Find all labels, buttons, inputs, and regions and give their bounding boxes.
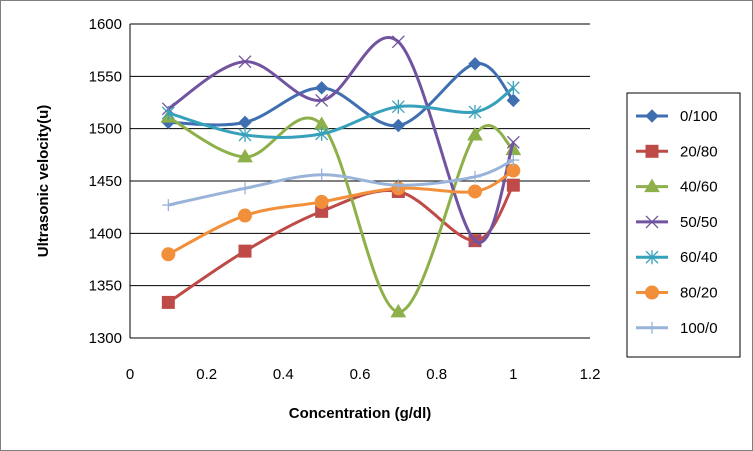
data-point — [238, 127, 252, 142]
data-point — [238, 115, 252, 130]
legend-item: 40/60 — [636, 179, 718, 196]
legend-label: 50/50 — [680, 214, 718, 231]
data-point — [391, 99, 405, 114]
legend-marker — [644, 178, 660, 193]
tick-labels: 1300 1350 1400 1450 1500 1550 1600 0 0.2 0.4 0.6 0.… — [89, 16, 601, 383]
x-tick-label: 1 — [509, 366, 517, 383]
data-point — [237, 148, 253, 163]
legend-marker — [645, 215, 659, 229]
data-point — [315, 168, 328, 181]
data-point — [391, 118, 406, 133]
data-point — [507, 154, 520, 167]
data-point — [162, 199, 175, 212]
data-point — [468, 57, 482, 71]
data-point — [392, 179, 405, 192]
data-point — [468, 234, 482, 248]
y-tick-label: 1350 — [89, 278, 122, 295]
y-tick-label: 1550 — [89, 68, 122, 85]
y-tick-label: 1500 — [89, 121, 122, 138]
x-tick-label: 0.6 — [350, 366, 371, 383]
data-point — [468, 104, 482, 119]
data-point — [238, 244, 252, 258]
data-point — [161, 105, 175, 120]
data-point — [315, 93, 329, 107]
legend-box — [626, 92, 741, 358]
series-line — [168, 62, 515, 128]
data-point — [161, 295, 175, 309]
data-point — [506, 178, 520, 192]
data-point — [506, 135, 520, 149]
x-tick-label: 0.8 — [426, 366, 447, 383]
data-point — [314, 194, 329, 209]
marker-stroke — [315, 93, 329, 107]
axes — [129, 24, 590, 339]
legend: 0/100 20/80 40/60 50/50 60/40 80/20 100/0 — [626, 92, 741, 358]
series-60-40 — [161, 80, 520, 142]
data-point — [469, 170, 481, 183]
x-tick-label: 0 — [126, 366, 134, 383]
series-layer — [160, 35, 522, 318]
data-point — [391, 35, 405, 49]
y-axis-title: Ultrasonic velocity(u) — [35, 105, 52, 258]
legend-marker — [646, 321, 658, 334]
series-0-100 — [161, 57, 521, 133]
marker-stroke — [645, 215, 659, 229]
data-point — [314, 81, 329, 95]
data-point — [506, 80, 520, 95]
x-axis-title: Concentration (g/dl) — [289, 405, 432, 422]
series-line — [167, 184, 515, 304]
legend-item: 0/100 — [636, 108, 718, 125]
legend-item: 50/50 — [636, 214, 718, 231]
data-point — [239, 182, 251, 195]
data-point — [467, 126, 483, 141]
y-tick-label: 1400 — [89, 225, 122, 242]
y-tick-label: 1450 — [89, 173, 122, 190]
legend-label: 0/100 — [680, 108, 718, 125]
legend-item: 80/20 — [636, 285, 718, 302]
legend-item: 60/40 — [636, 249, 718, 266]
legend-label: 60/40 — [680, 249, 718, 266]
marker-stroke — [468, 234, 482, 248]
data-point — [390, 303, 407, 318]
legend-marker — [645, 144, 659, 158]
legend-marker — [645, 285, 659, 300]
legend-label: 40/60 — [680, 179, 718, 196]
data-point — [238, 55, 252, 69]
legend-label: 20/80 — [680, 143, 718, 160]
data-point — [315, 126, 329, 141]
marker-stroke — [506, 135, 520, 149]
legend-label: 100/0 — [680, 320, 718, 337]
series-line — [167, 36, 515, 245]
marker-stroke — [391, 35, 405, 49]
marker-stroke — [238, 55, 252, 69]
data-point — [506, 93, 521, 108]
series-100-0 — [162, 154, 520, 212]
x-tick-label: 0.2 — [196, 366, 217, 383]
legend-item: 100/0 — [636, 320, 718, 337]
x-tick-label: 1.2 — [580, 366, 601, 383]
data-point — [468, 184, 482, 199]
x-tick-label: 0.4 — [273, 366, 294, 383]
legend-item: 20/80 — [636, 143, 718, 160]
legend-marker — [645, 250, 659, 265]
data-point — [238, 208, 252, 223]
y-tick-label: 1600 — [89, 16, 122, 33]
y-tick-label: 1300 — [89, 330, 122, 347]
data-point — [161, 247, 176, 262]
legend-marker — [645, 109, 659, 123]
legend-label: 80/20 — [680, 285, 718, 302]
